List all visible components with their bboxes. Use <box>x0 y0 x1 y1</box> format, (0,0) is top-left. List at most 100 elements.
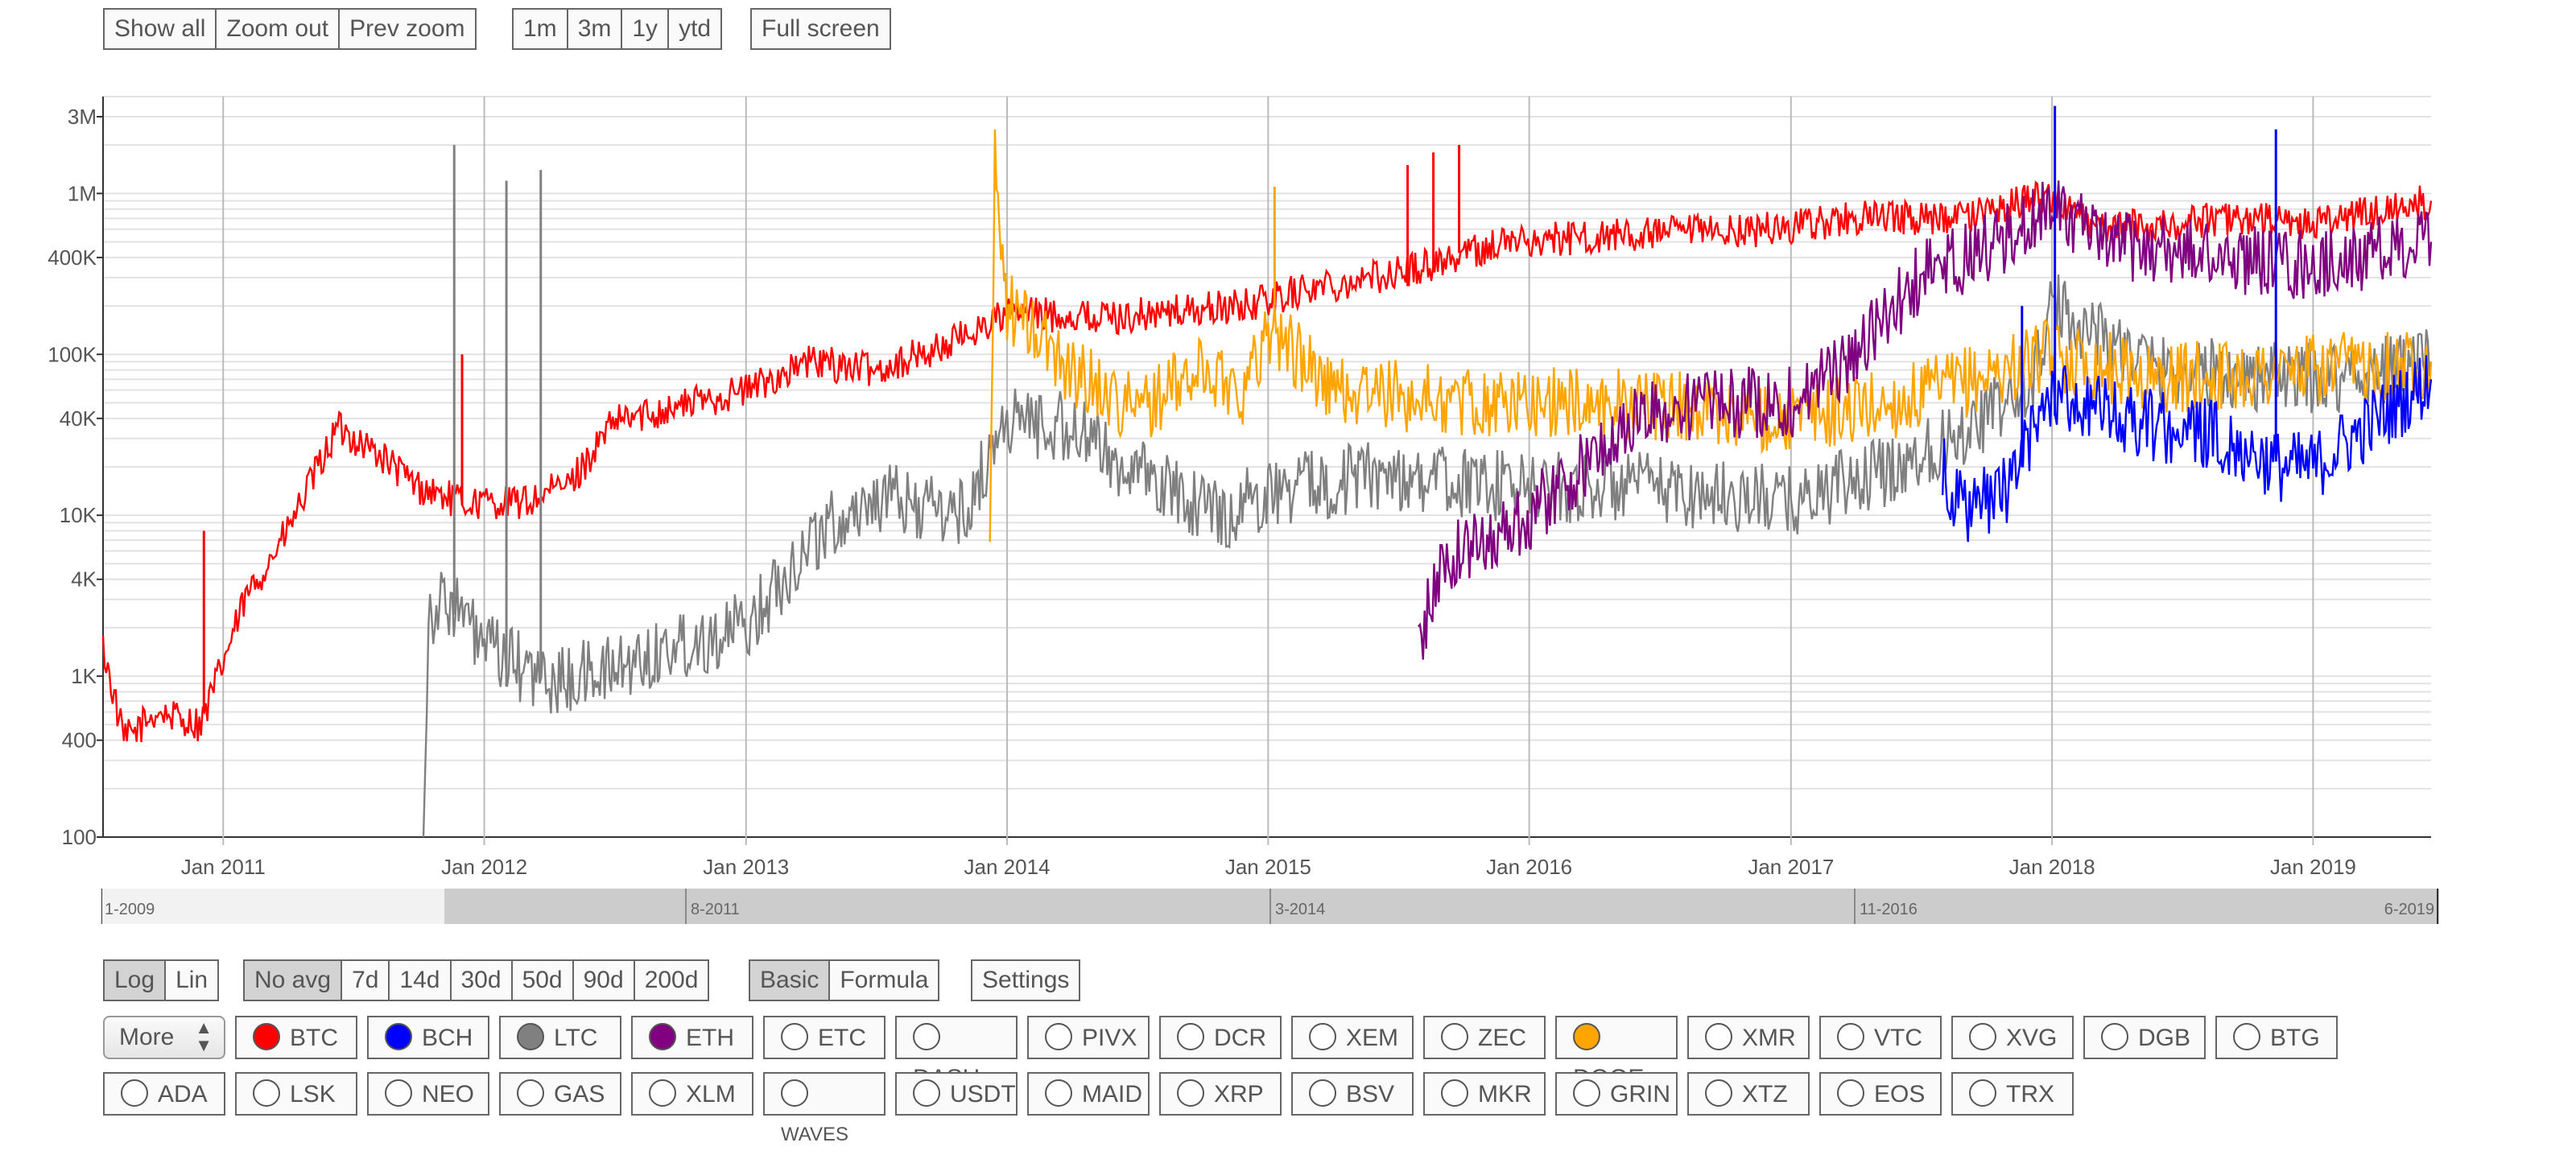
radio-circle-icon <box>781 1079 808 1108</box>
coin-toggle-lsk[interactable]: LSK <box>235 1072 357 1116</box>
lin-scale-button[interactable]: Lin <box>164 959 220 1001</box>
chart-series <box>101 105 2433 838</box>
coin-label: ETC <box>818 1025 866 1052</box>
coin-toggle-xlm[interactable]: XLM <box>631 1072 753 1116</box>
coin-label: ETH <box>686 1025 734 1052</box>
range-1m-button[interactable]: 1m <box>512 8 568 50</box>
coin-toggle-pivx[interactable]: PIVX <box>1027 1016 1150 1059</box>
coin-label: DCR <box>1214 1025 1266 1052</box>
navigator-label: 1-2009 <box>105 901 155 918</box>
series-line-bch <box>1942 355 2433 542</box>
coin-label: GRIN <box>1610 1081 1670 1108</box>
coin-toggle-btc[interactable]: BTC <box>235 1016 357 1059</box>
x-tick-label: Jan 2018 <box>2009 855 2095 879</box>
range-button-group: 1m 3m 1y ytd <box>512 8 723 50</box>
coin-label: ZEC <box>1478 1025 1526 1052</box>
more-coins-select[interactable]: More ▲ ▼ <box>103 1016 225 1059</box>
radio-circle-icon <box>1969 1079 1996 1108</box>
coin-label: GAS <box>554 1081 605 1108</box>
coin-label: USDT <box>950 1081 1016 1108</box>
coin-toggle-maid[interactable]: MAID <box>1027 1072 1150 1116</box>
coin-label: MKR <box>1478 1081 1532 1108</box>
coin-toggle-grin[interactable]: GRIN <box>1555 1072 1678 1116</box>
radio-circle-icon <box>2101 1023 2128 1051</box>
coin-toggle-dgb[interactable]: DGB <box>2083 1016 2206 1059</box>
avg-200d-button[interactable]: 200d <box>633 959 710 1001</box>
coin-toggle-waves[interactable]: WAVES <box>763 1072 886 1145</box>
coin-toggle-gas[interactable]: GAS <box>499 1072 621 1116</box>
range-3m-button[interactable]: 3m <box>566 8 623 50</box>
mode-button-group: Basic Formula <box>749 959 940 1001</box>
coin-label: XRP <box>1214 1081 1264 1108</box>
coin-toggle-usdt[interactable]: USDT <box>895 1072 1018 1116</box>
radio-circle-icon <box>1045 1079 1072 1108</box>
coin-toggle-doge[interactable]: DOGE <box>1555 1016 1678 1091</box>
coin-toggle-etc[interactable]: ETC <box>763 1016 886 1059</box>
log-scale-button[interactable]: Log <box>103 959 167 1001</box>
coin-label: XEM <box>1346 1025 1399 1052</box>
settings-group: Settings <box>971 959 1081 1001</box>
coin-label: VTC <box>1874 1025 1922 1052</box>
coin-toggle-ltc[interactable]: LTC <box>499 1016 621 1059</box>
show-all-button[interactable]: Show all <box>103 8 217 50</box>
coin-toggle-bsv[interactable]: BSV <box>1291 1072 1414 1116</box>
y-tick-label: 400K <box>47 245 97 270</box>
coin-toggle-zec[interactable]: ZEC <box>1423 1016 1546 1059</box>
radio-circle-icon <box>913 1023 940 1051</box>
formula-mode-button[interactable]: Formula <box>828 959 940 1001</box>
y-tick-label: 100K <box>47 342 97 366</box>
coin-toggle-xvg[interactable]: XVG <box>1951 1016 2074 1059</box>
navigator-selection[interactable] <box>444 889 2439 924</box>
avg-7d-button[interactable]: 7d <box>341 959 390 1001</box>
coin-toggle-bch[interactable]: BCH <box>367 1016 489 1059</box>
coin-toggle-btg[interactable]: BTG <box>2215 1016 2338 1059</box>
radio-circle-icon <box>1045 1023 1072 1051</box>
x-axis-labels: Jan 2011 Jan 2012 Jan 2013 Jan 2014 Jan 2015… <box>181 855 2356 879</box>
prev-zoom-button[interactable]: Prev zoom <box>338 8 477 50</box>
avg-30d-button[interactable]: 30d <box>449 959 513 1001</box>
radio-circle-icon <box>649 1079 676 1108</box>
coin-toggle-xmr[interactable]: XMR <box>1687 1016 1810 1059</box>
coin-toggle-ada[interactable]: ADA <box>103 1072 225 1116</box>
radio-circle-icon <box>1309 1079 1336 1108</box>
navigator-label: 8-2011 <box>691 901 740 918</box>
coin-label: ADA <box>158 1081 208 1108</box>
coin-toggle-neo[interactable]: NEO <box>367 1072 489 1116</box>
avg-90d-button[interactable]: 90d <box>572 959 635 1001</box>
coin-toggle-eos[interactable]: EOS <box>1819 1072 1942 1116</box>
radio-circle-icon <box>1441 1023 1468 1051</box>
radio-circle-icon <box>253 1023 280 1051</box>
coin-toggle-eth[interactable]: ETH <box>631 1016 753 1059</box>
coin-toggle-vtc[interactable]: VTC <box>1819 1016 1942 1059</box>
coin-toggle-xem[interactable]: XEM <box>1291 1016 1414 1059</box>
coin-toggle-xrp[interactable]: XRP <box>1159 1072 1282 1116</box>
coin-toggle-xtz[interactable]: XTZ <box>1687 1072 1810 1116</box>
avg-50d-button[interactable]: 50d <box>510 959 574 1001</box>
radio-circle-icon <box>1705 1023 1732 1051</box>
zoom-out-button[interactable]: Zoom out <box>215 8 341 50</box>
radio-circle-icon <box>1177 1023 1204 1051</box>
no-avg-button[interactable]: No avg <box>243 959 343 1001</box>
full-screen-button[interactable]: Full screen <box>750 8 891 50</box>
more-select-label: More <box>119 1024 175 1050</box>
radio-circle-icon <box>517 1023 544 1051</box>
range-ytd-button[interactable]: ytd <box>667 8 723 50</box>
coin-toggle-trx[interactable]: TRX <box>1951 1072 2074 1116</box>
basic-mode-button[interactable]: Basic <box>749 959 831 1001</box>
coin-label: EOS <box>1874 1081 1926 1108</box>
avg-14d-button[interactable]: 14d <box>388 959 452 1001</box>
y-tick-label: 4K <box>71 567 97 592</box>
coin-label: XVG <box>2006 1025 2058 1052</box>
coin-label: LSK <box>290 1081 336 1108</box>
range-navigator[interactable]: 1-2009 8-2011 3-2014 11-2016 6-2019 <box>101 889 2439 924</box>
series-line-doge <box>989 129 2433 542</box>
coin-label: BCH <box>422 1025 473 1052</box>
coin-toggle-mkr[interactable]: MKR <box>1423 1072 1546 1116</box>
settings-button[interactable]: Settings <box>971 959 1081 1001</box>
radio-circle-icon <box>253 1079 280 1108</box>
coin-toggle-dash[interactable]: DASH <box>895 1016 1018 1091</box>
range-1y-button[interactable]: 1y <box>621 8 670 50</box>
coin-toggle-dcr[interactable]: DCR <box>1159 1016 1282 1059</box>
radio-circle-icon <box>913 1079 940 1108</box>
